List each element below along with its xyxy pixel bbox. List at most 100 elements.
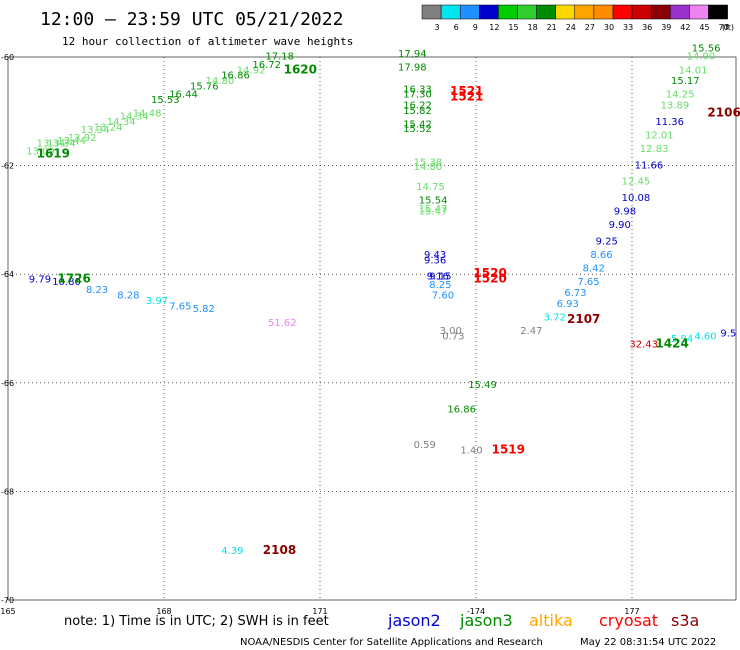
wave-height-point: 32.43: [629, 340, 658, 351]
colorbar-tick-label: 42: [680, 23, 690, 32]
pass-time-label: 1520: [473, 266, 506, 280]
wave-height-point: 16.86: [221, 71, 250, 82]
grid-lines: [8, 57, 736, 600]
wave-height-point: 14.92: [237, 65, 266, 76]
legend-entry-s3a: s3a: [671, 611, 699, 630]
wave-height-point: 3.97: [146, 296, 168, 307]
wave-height-point: 9.98: [614, 206, 636, 217]
wave-height-point: 15.47: [419, 204, 448, 215]
wave-height-point: 9.43: [424, 250, 446, 261]
pass-time-label: 1620: [284, 62, 317, 76]
wave-height-point: 12.01: [645, 130, 674, 141]
wave-height-point: 10.08: [622, 193, 651, 204]
colorbar-swatch: [498, 4, 518, 20]
wave-height-point: 0.59: [414, 440, 436, 451]
y-tick-label: -66: [1, 379, 14, 388]
colorbar-tick-label: 15: [508, 23, 518, 32]
wave-height-point: 9.16: [427, 272, 449, 283]
colorbar-swatch: [440, 4, 461, 20]
wave-height-point: 6.73: [564, 288, 586, 299]
colorbar-swatch: [593, 4, 614, 20]
x-tick-label: -174: [467, 607, 485, 616]
colorbar-tick-label: 70: [719, 23, 729, 32]
pass-time-label: 1619: [37, 146, 70, 160]
wave-height-point: 2.47: [520, 326, 542, 337]
wave-height-point: 13.44: [57, 136, 86, 147]
colorbar-tick-label: 27: [585, 23, 595, 32]
pass-time-label: 2107: [567, 312, 600, 326]
wave-height-point: 15.49: [468, 380, 497, 391]
wave-height-point: 8.23: [86, 285, 108, 296]
wave-height-point: 5.94: [671, 334, 693, 345]
wave-height-point: 8.66: [590, 250, 612, 261]
wave-height-point: 0.73: [442, 331, 464, 342]
pass-time-label: 1424: [655, 337, 688, 351]
legend-entry-cryosat: cryosat: [599, 611, 658, 630]
colorbar-tick-label: 3: [435, 23, 440, 32]
colorbar-swatch: [555, 4, 576, 20]
wave-height-point: 11.66: [635, 160, 664, 171]
wave-height-point: 51.62: [268, 318, 297, 329]
wave-height-point: 14.48: [133, 109, 162, 120]
wave-height-point: 15.47: [419, 206, 448, 217]
legend-entry-jason2: jason2: [387, 611, 441, 630]
wave-height-point: 8.25: [429, 280, 451, 291]
colorbar-tick-label: 39: [661, 23, 671, 32]
colorbar-tick-label: 18: [528, 23, 538, 32]
wave-height-point: 17.98: [398, 63, 427, 74]
wave-height-point: 14.80: [206, 76, 235, 87]
wave-height-point: 13.24: [94, 122, 123, 133]
wave-height-point: 3.00: [440, 326, 462, 337]
legend-entry-jason3: jason3: [459, 611, 513, 630]
colorbar-swatch: [421, 4, 442, 20]
wave-height-point: 9.36: [424, 255, 446, 266]
axis-ticks: 165 168 171 -174 177 -60 -62 -64 -66 -68 -70: [0, 53, 639, 616]
credit-text: NOAA/NESDIS Center for Satellite Applica…: [240, 637, 543, 648]
wave-height-point: 9.90: [609, 220, 631, 231]
wave-height-point: 15.56: [692, 44, 721, 55]
y-tick-label: -70: [1, 596, 14, 605]
pass-time-label: 1521: [450, 89, 483, 103]
pass-time-label: 1519: [492, 442, 525, 456]
wave-height-point: 12.83: [640, 144, 669, 155]
colorbar-swatch: [689, 4, 709, 20]
wave-height-point: 15.42: [403, 120, 432, 131]
pass-time-label: 1726: [57, 271, 90, 285]
colorbar-swatch: [631, 4, 652, 20]
wave-height-point: 9.15: [429, 272, 451, 283]
wave-height-point: 3.72: [544, 312, 566, 323]
wave-height-point: 13.34: [47, 139, 76, 150]
colorbar-tick-label: 6: [454, 23, 459, 32]
timestamp-text: May 22 08:31:54 UTC 2022: [580, 637, 716, 648]
wave-height-point: 4.60: [694, 331, 716, 342]
wave-height-point: 6.93: [557, 299, 579, 310]
wave-height-point: 15.17: [671, 76, 700, 87]
colorbar-tick-label: 21: [547, 23, 557, 32]
wave-height-point: 14.75: [416, 182, 445, 193]
wave-height-point: 15.54: [419, 196, 448, 207]
wave-height-point: 13.34: [81, 125, 110, 136]
colorbar-swatch: [612, 4, 633, 20]
wave-height-point: 14.80: [414, 162, 443, 173]
wave-height-point: 14.25: [666, 90, 695, 101]
colorbar-swatch: [574, 4, 595, 20]
wave-height-point: 9.79: [29, 274, 51, 285]
wave-height-point: 9.5: [720, 329, 736, 340]
wave-height-point: 7.65: [169, 301, 191, 312]
wave-height-point: 16.86: [447, 405, 476, 416]
wave-height-point: 15.52: [403, 124, 432, 135]
colorbar-swatch: [517, 4, 537, 20]
wave-height-point: 14.34: [120, 111, 149, 122]
y-tick-label: -62: [1, 162, 14, 171]
satellite-legend: jason2 jason3 altika cryosat s3a: [387, 611, 699, 630]
wave-height-point: 7.60: [432, 291, 454, 302]
colorbar-swatch: [479, 4, 499, 20]
wave-height-point: 16.72: [252, 60, 281, 71]
wave-height-point: 11.36: [655, 117, 684, 128]
wave-height-point: 15.38: [414, 158, 443, 169]
x-tick-label: 171: [312, 607, 327, 616]
wave-height-point: 4.39: [221, 546, 243, 557]
colorbar-tick-label: 9: [473, 23, 478, 32]
